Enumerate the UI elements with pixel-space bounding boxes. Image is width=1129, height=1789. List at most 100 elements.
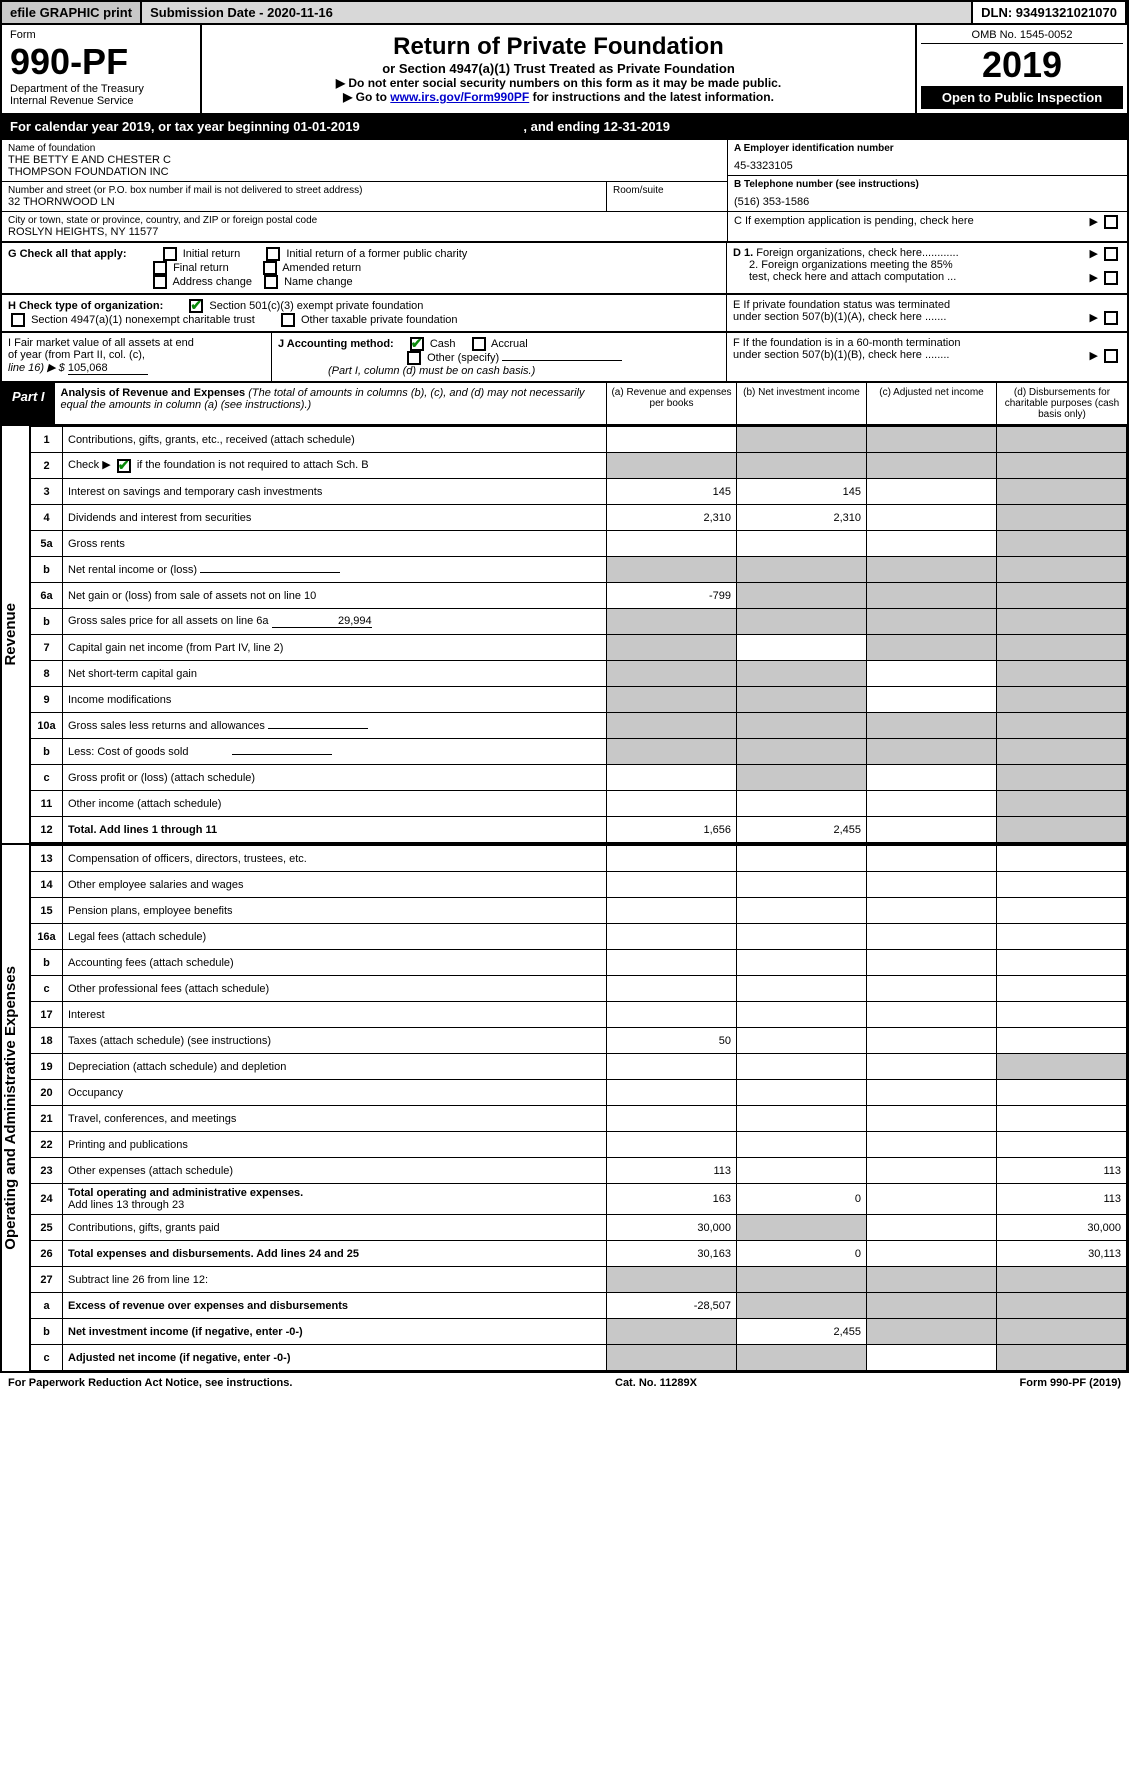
line-10a: Gross sales less returns and allowances bbox=[63, 713, 607, 739]
line-12: Total. Add lines 1 through 11 bbox=[63, 817, 607, 843]
line-3: Interest on savings and temporary cash i… bbox=[63, 479, 607, 505]
dept-line2: Internal Revenue Service bbox=[10, 95, 192, 107]
footer-mid: Cat. No. 11289X bbox=[615, 1377, 697, 1389]
part1-desc: Analysis of Revenue and Expenses (The to… bbox=[55, 383, 607, 424]
line-6b: Gross sales price for all assets on line… bbox=[63, 609, 607, 635]
i-value: 105,068 bbox=[68, 362, 148, 375]
i-line2: of year (from Part II, col. (c), bbox=[8, 349, 265, 361]
revenue-vlabel: Revenue bbox=[2, 603, 29, 666]
line-18: Taxes (attach schedule) (see instruction… bbox=[63, 1028, 607, 1054]
i-line3: line 16) ▶ $ 105,068 bbox=[8, 361, 265, 375]
line-17: Interest bbox=[63, 1002, 607, 1028]
f-checkbox[interactable] bbox=[1104, 349, 1118, 363]
line-19: Depreciation (attach schedule) and deple… bbox=[63, 1054, 607, 1080]
form-subtitle: or Section 4947(a)(1) Trust Treated as P… bbox=[210, 61, 907, 76]
section-ijf: I Fair market value of all assets at end… bbox=[0, 333, 1129, 383]
part1-header: Part I Analysis of Revenue and Expenses … bbox=[0, 383, 1129, 426]
form-header: Form 990-PF Department of the Treasury I… bbox=[0, 25, 1129, 115]
d1-label: D 1. Foreign organizations, check here..… bbox=[733, 247, 1121, 259]
line-14: Other employee salaries and wages bbox=[63, 872, 607, 898]
line-27c: Adjusted net income (if negative, enter … bbox=[63, 1345, 607, 1371]
line-9: Income modifications bbox=[63, 687, 607, 713]
d2-label-b: test, check here and attach computation … bbox=[749, 271, 1121, 283]
tax-year: 2019 bbox=[921, 44, 1123, 86]
revenue-table: 1Contributions, gifts, grants, etc., rec… bbox=[30, 426, 1127, 843]
line-10c: Gross profit or (loss) (attach schedule) bbox=[63, 765, 607, 791]
omb-number: OMB No. 1545-0052 bbox=[921, 29, 1123, 44]
line-23: Other expenses (attach schedule) bbox=[63, 1158, 607, 1184]
f1-label: F If the foundation is in a 60-month ter… bbox=[733, 337, 1121, 349]
e1-label: E If private foundation status was termi… bbox=[733, 299, 1121, 311]
form-title: Return of Private Foundation bbox=[210, 33, 907, 61]
g-final-return[interactable] bbox=[153, 261, 167, 275]
line-10b: Less: Cost of goods sold bbox=[63, 739, 607, 765]
phone-value: (516) 353-1586 bbox=[734, 196, 1121, 208]
ein-label: A Employer identification number bbox=[734, 143, 1121, 154]
h-501c3[interactable] bbox=[189, 299, 203, 313]
line-13: Compensation of officers, directors, tru… bbox=[63, 846, 607, 872]
j-cash[interactable] bbox=[410, 337, 424, 351]
form-word: Form bbox=[10, 29, 192, 41]
line-26: Total expenses and disbursements. Add li… bbox=[63, 1241, 607, 1267]
expenses-vlabel: Operating and Administrative Expenses bbox=[2, 966, 29, 1250]
dept-line1: Department of the Treasury bbox=[10, 83, 192, 95]
city-value: ROSLYN HEIGHTS, NY 11577 bbox=[8, 226, 721, 238]
revenue-section: Revenue 1Contributions, gifts, grants, e… bbox=[0, 426, 1129, 845]
form-number: 990-PF bbox=[10, 41, 192, 83]
h-other-taxable[interactable] bbox=[281, 313, 295, 327]
g-amended[interactable] bbox=[263, 261, 277, 275]
g-initial-return[interactable] bbox=[163, 247, 177, 261]
col-c-header: (c) Adjusted net income bbox=[867, 383, 997, 424]
section-he: H Check type of organization: Section 50… bbox=[0, 295, 1129, 333]
addr-label: Number and street (or P.O. box number if… bbox=[8, 185, 600, 196]
j-other[interactable] bbox=[407, 351, 421, 365]
top-bar: efile GRAPHIC print Submission Date - 20… bbox=[0, 0, 1129, 25]
d2-checkbox[interactable] bbox=[1104, 271, 1118, 285]
irs-link[interactable]: www.irs.gov/Form990PF bbox=[390, 90, 529, 104]
line-1: Contributions, gifts, grants, etc., rece… bbox=[63, 427, 607, 453]
h-4947[interactable] bbox=[11, 313, 25, 327]
name-label: Name of foundation bbox=[8, 143, 721, 154]
d1-checkbox[interactable] bbox=[1104, 247, 1118, 261]
foundation-name-1: THE BETTY E AND CHESTER C bbox=[8, 154, 721, 166]
line-5a: Gross rents bbox=[63, 531, 607, 557]
room-label: Room/suite bbox=[613, 185, 721, 196]
g-initial-former[interactable] bbox=[266, 247, 280, 261]
line-27a: Excess of revenue over expenses and disb… bbox=[63, 1293, 607, 1319]
line-25: Contributions, gifts, grants paid bbox=[63, 1215, 607, 1241]
line-20: Occupancy bbox=[63, 1080, 607, 1106]
footer-right: Form 990-PF (2019) bbox=[1020, 1377, 1121, 1389]
c-checkbox[interactable] bbox=[1104, 215, 1118, 229]
line-24: Total operating and administrative expen… bbox=[63, 1184, 607, 1215]
h-label: H Check type of organization: bbox=[8, 300, 163, 312]
footer: For Paperwork Reduction Act Notice, see … bbox=[0, 1373, 1129, 1393]
col-d-header: (d) Disbursements for charitable purpose… bbox=[997, 383, 1127, 424]
line-8: Net short-term capital gain bbox=[63, 661, 607, 687]
e2-label: under section 507(b)(1)(A), check here .… bbox=[733, 311, 1121, 323]
line-5b: Net rental income or (loss) bbox=[63, 557, 607, 583]
line-27b: Net investment income (if negative, ente… bbox=[63, 1319, 607, 1345]
efile-label: efile GRAPHIC print bbox=[2, 2, 142, 23]
line-15: Pension plans, employee benefits bbox=[63, 898, 607, 924]
line-16c: Other professional fees (attach schedule… bbox=[63, 976, 607, 1002]
j-accrual[interactable] bbox=[472, 337, 486, 351]
expenses-section: Operating and Administrative Expenses 13… bbox=[0, 845, 1129, 1373]
line-22: Printing and publications bbox=[63, 1132, 607, 1158]
j-label: J Accounting method: bbox=[278, 338, 394, 350]
note-ssn: ▶ Do not enter social security numbers o… bbox=[210, 76, 907, 90]
sch-b-checkbox[interactable] bbox=[117, 459, 131, 473]
i-line1: I Fair market value of all assets at end bbox=[8, 337, 265, 349]
g-address-change[interactable] bbox=[153, 275, 167, 289]
addr-value: 32 THORNWOOD LN bbox=[8, 196, 600, 208]
foundation-name-2: THOMPSON FOUNDATION INC bbox=[8, 166, 721, 178]
line-2: Check ▶ if the foundation is not require… bbox=[63, 453, 607, 479]
g-name-change[interactable] bbox=[264, 275, 278, 289]
part1-label: Part I bbox=[2, 383, 55, 424]
identification-block: Name of foundation THE BETTY E AND CHEST… bbox=[0, 140, 1129, 243]
c-label: C If exemption application is pending, c… bbox=[734, 215, 974, 227]
e-checkbox[interactable] bbox=[1104, 311, 1118, 325]
line-27: Subtract line 26 from line 12: bbox=[63, 1267, 607, 1293]
calendar-year-row: For calendar year 2019, or tax year begi… bbox=[0, 115, 1129, 140]
line-7: Capital gain net income (from Part IV, l… bbox=[63, 635, 607, 661]
line-6a: Net gain or (loss) from sale of assets n… bbox=[63, 583, 607, 609]
